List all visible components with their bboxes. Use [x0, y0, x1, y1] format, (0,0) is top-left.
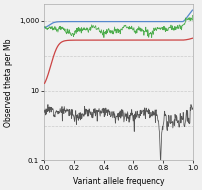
X-axis label: Variant allele frequency: Variant allele frequency [72, 177, 163, 186]
Y-axis label: Observed theta per Mb: Observed theta per Mb [4, 38, 13, 127]
